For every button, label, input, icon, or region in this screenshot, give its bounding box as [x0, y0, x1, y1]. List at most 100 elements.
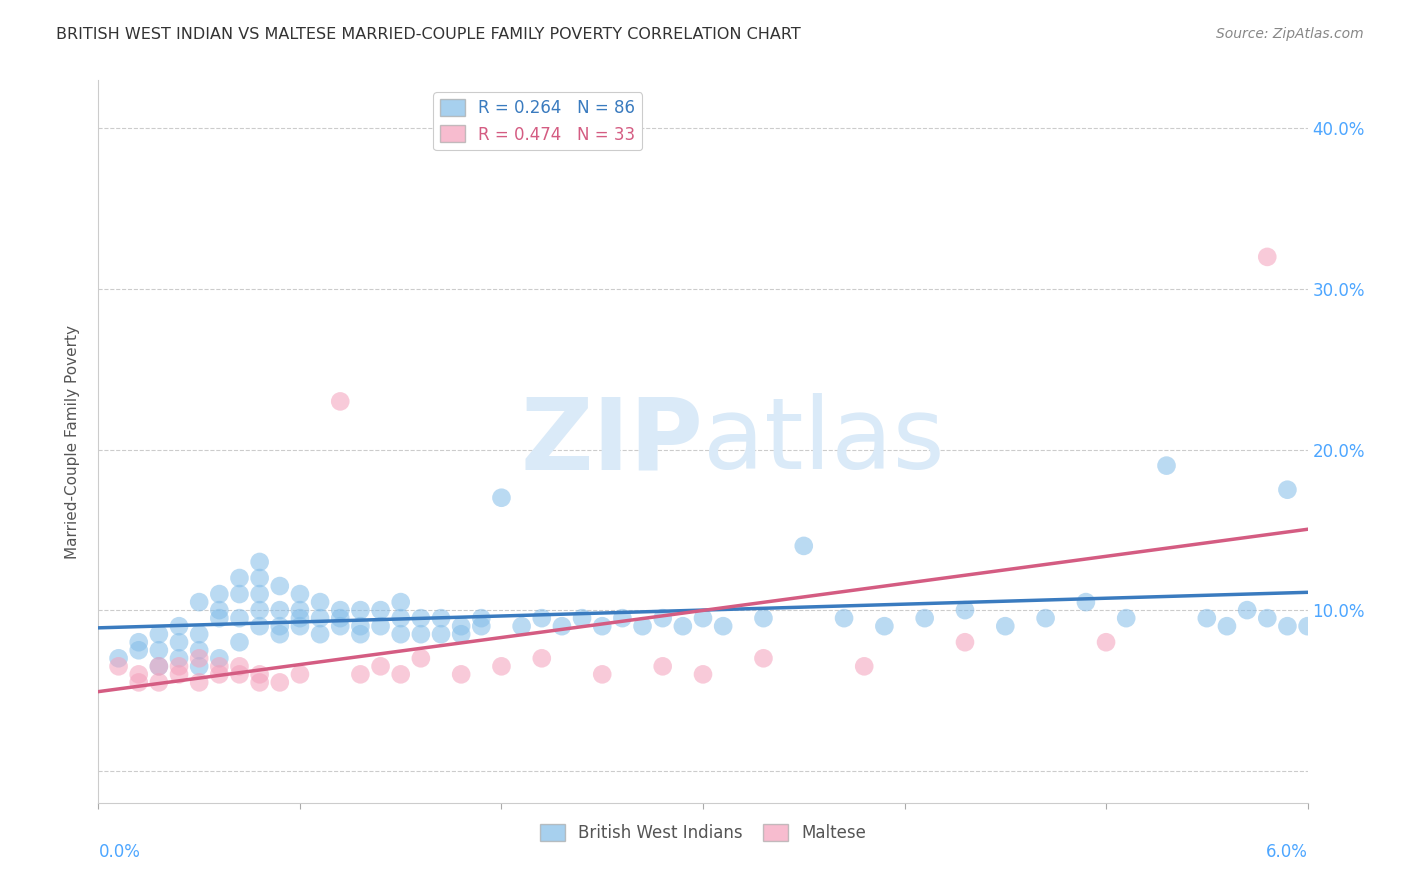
Point	[188, 659, 211, 673]
Point	[612, 611, 634, 625]
Point	[148, 659, 170, 673]
Point	[188, 675, 211, 690]
Point	[288, 587, 311, 601]
Point	[1095, 635, 1118, 649]
Point	[288, 603, 311, 617]
Point	[128, 675, 150, 690]
Point	[309, 611, 332, 625]
Point	[1256, 611, 1278, 625]
Point	[1195, 611, 1218, 625]
Point	[389, 595, 412, 609]
Point	[329, 603, 352, 617]
Point	[269, 603, 291, 617]
Point	[551, 619, 574, 633]
Point	[491, 659, 513, 673]
Point	[269, 627, 291, 641]
Point	[470, 611, 492, 625]
Point	[591, 667, 613, 681]
Point	[128, 635, 150, 649]
Point	[470, 619, 492, 633]
Text: BRITISH WEST INDIAN VS MALTESE MARRIED-COUPLE FAMILY POVERTY CORRELATION CHART: BRITISH WEST INDIAN VS MALTESE MARRIED-C…	[56, 27, 801, 42]
Point	[167, 667, 190, 681]
Point	[370, 619, 392, 633]
Point	[409, 627, 432, 641]
Point	[167, 635, 190, 649]
Point	[249, 555, 271, 569]
Point	[752, 611, 775, 625]
Point	[530, 651, 553, 665]
Point	[914, 611, 936, 625]
Point	[288, 611, 311, 625]
Point	[107, 659, 129, 673]
Point	[309, 627, 332, 641]
Legend: British West Indians, Maltese: British West Indians, Maltese	[533, 817, 873, 848]
Point	[167, 619, 190, 633]
Point	[651, 611, 673, 625]
Point	[450, 619, 472, 633]
Point	[309, 595, 332, 609]
Point	[491, 491, 513, 505]
Point	[288, 619, 311, 633]
Point	[188, 595, 211, 609]
Point	[228, 635, 250, 649]
Point	[651, 659, 673, 673]
Point	[249, 603, 271, 617]
Point	[711, 619, 734, 633]
Point	[672, 619, 695, 633]
Point	[329, 611, 352, 625]
Point	[349, 603, 371, 617]
Point	[288, 667, 311, 681]
Point	[349, 619, 371, 633]
Point	[107, 651, 129, 665]
Point	[208, 659, 231, 673]
Point	[430, 611, 453, 625]
Point	[167, 659, 190, 673]
Text: Source: ZipAtlas.com: Source: ZipAtlas.com	[1216, 27, 1364, 41]
Point	[793, 539, 815, 553]
Point	[249, 675, 271, 690]
Point	[1156, 458, 1178, 473]
Point	[269, 619, 291, 633]
Point	[450, 627, 472, 641]
Point	[228, 667, 250, 681]
Y-axis label: Married-Couple Family Poverty: Married-Couple Family Poverty	[65, 325, 80, 558]
Point	[450, 667, 472, 681]
Point	[148, 675, 170, 690]
Point	[953, 635, 976, 649]
Point	[1074, 595, 1097, 609]
Point	[167, 651, 190, 665]
Point	[1216, 619, 1239, 633]
Point	[208, 651, 231, 665]
Point	[692, 667, 714, 681]
Point	[409, 611, 432, 625]
Point	[389, 627, 412, 641]
Text: ZIP: ZIP	[520, 393, 703, 490]
Text: 0.0%: 0.0%	[98, 843, 141, 861]
Point	[1035, 611, 1057, 625]
Point	[329, 619, 352, 633]
Point	[208, 587, 231, 601]
Point	[249, 571, 271, 585]
Point	[409, 651, 432, 665]
Point	[1296, 619, 1319, 633]
Point	[430, 627, 453, 641]
Point	[208, 603, 231, 617]
Point	[571, 611, 593, 625]
Point	[208, 667, 231, 681]
Point	[228, 587, 250, 601]
Point	[853, 659, 876, 673]
Point	[953, 603, 976, 617]
Point	[269, 579, 291, 593]
Point	[249, 619, 271, 633]
Point	[370, 659, 392, 673]
Point	[208, 611, 231, 625]
Point	[873, 619, 896, 633]
Point	[228, 659, 250, 673]
Point	[530, 611, 553, 625]
Point	[832, 611, 855, 625]
Point	[631, 619, 654, 633]
Point	[128, 667, 150, 681]
Point	[148, 627, 170, 641]
Point	[228, 611, 250, 625]
Point	[1256, 250, 1278, 264]
